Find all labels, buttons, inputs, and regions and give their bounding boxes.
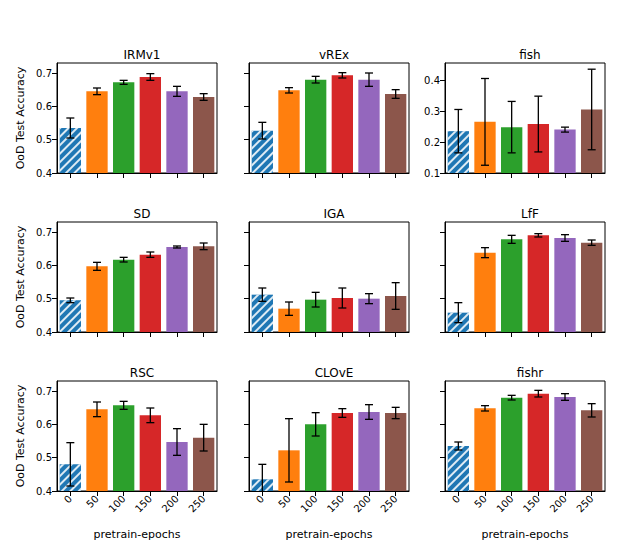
svg-text:200: 200 [352,493,373,514]
svg-text:100: 100 [106,493,127,514]
svg-text:0.4: 0.4 [36,486,52,497]
svg-text:0.6: 0.6 [36,260,52,271]
svg-text:0.6: 0.6 [36,101,52,112]
svg-text:0.7: 0.7 [36,227,52,238]
svg-text:150: 150 [133,493,154,514]
svg-text:IRMv1: IRMv1 [124,48,161,62]
svg-text:250: 250 [574,493,595,514]
svg-text:pretrain-epochs: pretrain-epochs [286,528,373,541]
svg-text:pretrain-epochs: pretrain-epochs [482,528,569,541]
svg-text:RSC: RSC [130,366,154,380]
svg-text:0.5: 0.5 [36,293,52,304]
svg-text:200: 200 [160,493,181,514]
svg-text:200: 200 [548,493,569,514]
svg-text:SD: SD [134,207,151,221]
svg-text:LfF: LfF [521,207,539,221]
svg-text:0.5: 0.5 [36,452,52,463]
svg-text:50: 50 [84,493,101,510]
svg-text:0.2: 0.2 [424,137,440,148]
svg-text:50: 50 [472,493,489,510]
svg-text:OoD Test Accuracy: OoD Test Accuracy [14,225,27,328]
svg-text:0.4: 0.4 [36,168,52,179]
svg-text:fish: fish [519,48,540,62]
svg-text:0.4: 0.4 [36,327,52,338]
svg-text:0: 0 [62,493,74,505]
svg-text:150: 150 [521,493,542,514]
svg-text:0: 0 [254,493,266,505]
svg-text:0: 0 [450,493,462,505]
svg-text:100: 100 [298,493,319,514]
svg-text:0.5: 0.5 [36,134,52,145]
svg-text:CLOvE: CLOvE [315,366,354,380]
svg-text:vREx: vREx [319,48,349,62]
svg-text:IGA: IGA [323,207,345,221]
svg-text:150: 150 [325,493,346,514]
svg-text:OoD Test Accuracy: OoD Test Accuracy [14,66,27,169]
svg-text:250: 250 [186,493,207,514]
svg-text:250: 250 [378,493,399,514]
svg-text:pretrain-epochs: pretrain-epochs [94,528,181,541]
svg-text:0.7: 0.7 [36,386,52,397]
svg-text:fishr: fishr [517,366,543,380]
svg-text:0.3: 0.3 [424,106,440,117]
svg-text:50: 50 [276,493,293,510]
svg-text:OoD Test Accuracy: OoD Test Accuracy [14,384,27,487]
svg-text:0.6: 0.6 [36,419,52,430]
svg-text:0.7: 0.7 [36,68,52,79]
svg-text:0.1: 0.1 [424,168,440,179]
svg-text:0.4: 0.4 [424,75,440,86]
svg-text:100: 100 [494,493,515,514]
